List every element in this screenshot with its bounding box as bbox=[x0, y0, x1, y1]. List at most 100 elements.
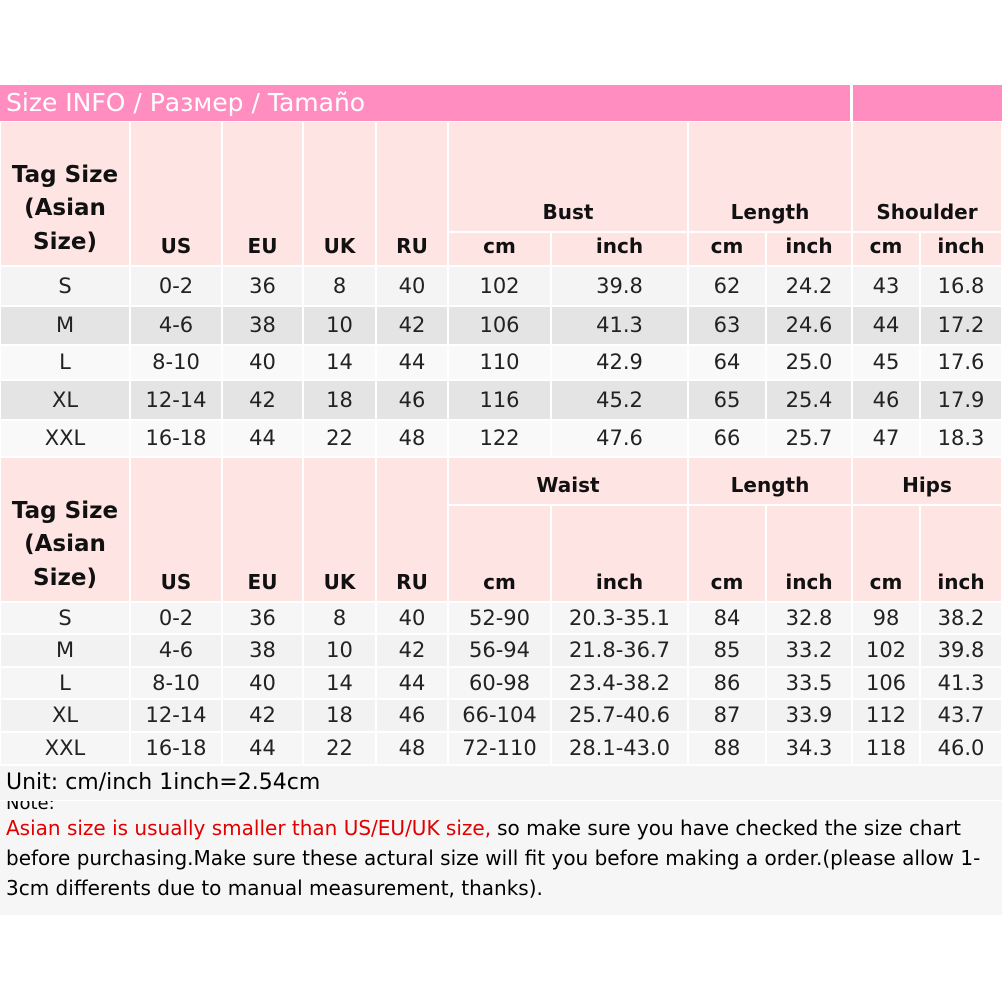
cell: 56-94 bbox=[448, 634, 551, 667]
header-cell: Tag Size (Asian Size) bbox=[0, 121, 130, 266]
cell: 33.9 bbox=[766, 699, 852, 732]
cell: 16-18 bbox=[130, 732, 222, 765]
cell: 106 bbox=[852, 667, 920, 699]
cell: 72-110 bbox=[448, 732, 551, 765]
cell: XL bbox=[0, 699, 130, 732]
cell: 25.7 bbox=[766, 420, 852, 457]
cell: 10 bbox=[303, 634, 376, 667]
cell: 116 bbox=[448, 380, 551, 420]
unit-line: Unit: cm/inch 1inch=2.54cm bbox=[0, 766, 1002, 800]
cell: 20.3-35.1 bbox=[551, 602, 688, 634]
cell: 65 bbox=[688, 380, 766, 420]
cell: 42 bbox=[376, 306, 448, 345]
cell: 18 bbox=[303, 380, 376, 420]
cell: 12-14 bbox=[130, 380, 222, 420]
cell: 8 bbox=[303, 602, 376, 634]
cell: 62 bbox=[688, 266, 766, 306]
header-cell: inch bbox=[766, 232, 852, 266]
header-cell: inch bbox=[551, 505, 688, 602]
cell: 41.3 bbox=[920, 667, 1002, 699]
cell: 28.1-43.0 bbox=[551, 732, 688, 765]
cell: 41.3 bbox=[551, 306, 688, 345]
cell: 4-6 bbox=[130, 306, 222, 345]
cell: 85 bbox=[688, 634, 766, 667]
cell: XL bbox=[0, 380, 130, 420]
header-cell: Waist bbox=[448, 457, 688, 505]
title: Size INFO / Размер / Tamaño bbox=[6, 88, 366, 117]
cell: 40 bbox=[376, 602, 448, 634]
cell: 102 bbox=[852, 634, 920, 667]
cell: 33.2 bbox=[766, 634, 852, 667]
cell: 8-10 bbox=[130, 667, 222, 699]
cell: 45.2 bbox=[551, 380, 688, 420]
header-cell: RU bbox=[376, 121, 448, 266]
cell: 106 bbox=[448, 306, 551, 345]
cell: 38 bbox=[222, 634, 303, 667]
cell: 22 bbox=[303, 420, 376, 457]
cell: 63 bbox=[688, 306, 766, 345]
cell: XXL bbox=[0, 420, 130, 457]
cell: 44 bbox=[222, 732, 303, 765]
cell: XXL bbox=[0, 732, 130, 765]
cell: 45 bbox=[852, 345, 920, 380]
cell: 23.4-38.2 bbox=[551, 667, 688, 699]
cell: 52-90 bbox=[448, 602, 551, 634]
cell: 112 bbox=[852, 699, 920, 732]
cell: 25.0 bbox=[766, 345, 852, 380]
cell: 0-2 bbox=[130, 266, 222, 306]
header-cell: inch bbox=[766, 505, 852, 602]
note-text: so make sure you have checked the size c… bbox=[6, 816, 981, 900]
header-cell: Hips bbox=[852, 457, 1002, 505]
cell: 66 bbox=[688, 420, 766, 457]
cell: 12-14 bbox=[130, 699, 222, 732]
note-label: Note: bbox=[6, 801, 55, 814]
cell: 16.8 bbox=[920, 266, 1002, 306]
cell: 14 bbox=[303, 345, 376, 380]
title-bar: Size INFO / Размер / Tamaño bbox=[0, 85, 1002, 121]
cell: 86 bbox=[688, 667, 766, 699]
cell: 39.8 bbox=[920, 634, 1002, 667]
cell: 84 bbox=[688, 602, 766, 634]
header-cell: cm bbox=[688, 232, 766, 266]
cell: 33.5 bbox=[766, 667, 852, 699]
header-cell: EU bbox=[222, 121, 303, 266]
cell: 44 bbox=[222, 420, 303, 457]
cell: 39.8 bbox=[551, 266, 688, 306]
cell: 22 bbox=[303, 732, 376, 765]
cell: 21.8-36.7 bbox=[551, 634, 688, 667]
header-cell: Length bbox=[688, 121, 852, 232]
cell: M bbox=[0, 634, 130, 667]
cell: S bbox=[0, 602, 130, 634]
cell: 44 bbox=[376, 667, 448, 699]
cell: 46 bbox=[376, 380, 448, 420]
cell: 8-10 bbox=[130, 345, 222, 380]
note: Note: Asian size is usually smaller than … bbox=[0, 801, 1002, 915]
header-cell: Shoulder bbox=[852, 121, 1002, 232]
cell: 87 bbox=[688, 699, 766, 732]
cell: 46 bbox=[376, 699, 448, 732]
cell: 24.2 bbox=[766, 266, 852, 306]
cell: 60-98 bbox=[448, 667, 551, 699]
header-cell: US bbox=[130, 457, 222, 602]
cell: 48 bbox=[376, 732, 448, 765]
cell: 8 bbox=[303, 266, 376, 306]
cell: 10 bbox=[303, 306, 376, 345]
cell: 44 bbox=[376, 345, 448, 380]
cell: M bbox=[0, 306, 130, 345]
header-cell: cm bbox=[688, 505, 766, 602]
header-cell: Tag Size (Asian Size) bbox=[0, 457, 130, 602]
cell: 17.2 bbox=[920, 306, 1002, 345]
cell: L bbox=[0, 667, 130, 699]
header-cell: inch bbox=[551, 232, 688, 266]
header-cell: UK bbox=[303, 121, 376, 266]
cell: 25.7-40.6 bbox=[551, 699, 688, 732]
cell: 32.8 bbox=[766, 602, 852, 634]
cell: 47 bbox=[852, 420, 920, 457]
header-cell: Bust bbox=[448, 121, 688, 232]
header-cell: US bbox=[130, 121, 222, 266]
cell: 64 bbox=[688, 345, 766, 380]
divider bbox=[850, 85, 853, 121]
cell: 38 bbox=[222, 306, 303, 345]
note-warning: Asian size is usually smaller than US/EU… bbox=[6, 816, 492, 840]
